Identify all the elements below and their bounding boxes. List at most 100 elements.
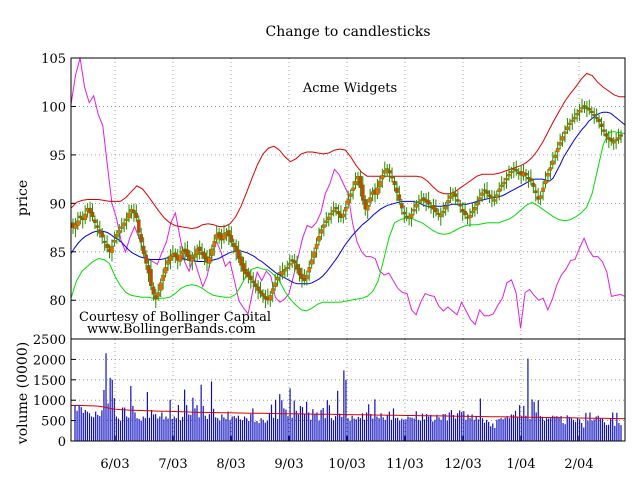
candle-body: [285, 267, 290, 269]
candle-body: [185, 249, 190, 257]
candle-body: [504, 177, 509, 181]
website-annotation: www.BollingerBands.com: [87, 322, 256, 337]
candle-body: [570, 119, 575, 122]
price-y-tick-label: 100: [41, 100, 66, 115]
candle-body: [475, 202, 480, 206]
price-panel: 80 85 90 95 100 105: [41, 52, 626, 340]
candle-body: [409, 213, 414, 219]
candle-body: [239, 256, 243, 266]
candle-body: [227, 230, 231, 237]
candle-body: [551, 160, 555, 165]
candle-body: [287, 263, 292, 266]
x-tick-label: 10/03: [328, 457, 365, 472]
candle-body: [346, 199, 351, 205]
candle-body: [594, 116, 599, 119]
candle-body: [375, 187, 380, 195]
candle-body: [83, 213, 87, 221]
candle-body: [124, 218, 129, 221]
candle-body: [261, 293, 265, 297]
candle-body: [231, 242, 236, 248]
candle-body: [443, 206, 448, 210]
candle-body: [560, 136, 565, 141]
candle-body: [202, 252, 207, 259]
x-tick-label: 2/04: [564, 457, 593, 472]
candle-body: [480, 192, 484, 196]
candle-body: [207, 257, 212, 264]
candle-body: [163, 267, 168, 274]
candle-body: [105, 243, 109, 249]
candle-body: [468, 214, 472, 219]
candle-body: [438, 213, 443, 218]
candle-body: [197, 246, 202, 252]
candle-body: [241, 263, 246, 272]
candle-body: [385, 168, 389, 171]
candle-body: [136, 219, 141, 233]
candle-body: [538, 195, 543, 199]
candle-body: [295, 264, 299, 270]
candle-body: [178, 254, 182, 262]
candle-body: [456, 199, 460, 202]
candle-body: [222, 233, 226, 240]
candle-body: [234, 245, 238, 252]
volume-y-tick-label: 500: [41, 415, 66, 430]
candle-body: [541, 187, 545, 192]
candle-body: [485, 190, 489, 194]
candle-body: [587, 108, 592, 111]
candle-body: [533, 190, 538, 193]
candle-body: [619, 134, 623, 137]
candle-body: [292, 260, 297, 264]
candle-body: [404, 215, 409, 218]
candle-body: [358, 176, 363, 189]
candle-body: [102, 240, 107, 243]
candle-body: [400, 203, 404, 209]
candle-body: [365, 205, 370, 211]
candle-body: [577, 110, 582, 113]
price-y-tick-label: 80: [49, 294, 66, 309]
candle-body: [283, 269, 287, 272]
candle-body: [90, 211, 95, 218]
candle-body: [95, 225, 100, 228]
candle-body: [244, 269, 248, 275]
candle-body: [378, 180, 382, 188]
x-tick-label: 12/03: [444, 457, 481, 472]
candle-body: [336, 210, 341, 215]
candle-body: [326, 216, 331, 221]
candle-body: [529, 177, 533, 182]
volume-y-tick-label: 1500: [33, 374, 66, 389]
candle-body: [127, 212, 131, 219]
candle-body: [368, 197, 372, 203]
candle-body: [115, 234, 119, 238]
candle-body: [297, 268, 302, 276]
candle-body: [558, 142, 562, 146]
candle-body: [609, 138, 614, 142]
candle-body: [236, 249, 241, 259]
candle-body: [217, 232, 221, 238]
candle-body: [210, 248, 214, 256]
candle-body: [553, 154, 558, 159]
candle-body: [168, 255, 173, 261]
candle-body: [305, 274, 309, 280]
middle-band-line: [70, 111, 626, 285]
candle-body: [134, 212, 139, 219]
candle-body: [88, 207, 92, 214]
x-tick-label: 1/04: [506, 457, 535, 472]
price-axis-label: price: [15, 180, 31, 216]
candle-body: [390, 176, 394, 179]
candle-body: [322, 224, 326, 228]
candle-body: [572, 116, 577, 120]
candle-body: [248, 275, 253, 281]
candle-body: [490, 196, 494, 199]
courtesy-annotation: Courtesy of Bollinger Capital: [79, 310, 271, 325]
x-tick-label: 9/03: [274, 457, 303, 472]
lower-band-line: [70, 131, 626, 312]
candle-body: [512, 168, 516, 171]
candle-body: [110, 245, 114, 253]
candle-body: [78, 215, 83, 219]
candle-body: [312, 251, 316, 258]
candle-body: [563, 131, 567, 134]
candle-body: [363, 199, 368, 210]
candle-body: [546, 173, 550, 177]
candle-body: [141, 245, 146, 254]
candle-body: [329, 212, 333, 216]
